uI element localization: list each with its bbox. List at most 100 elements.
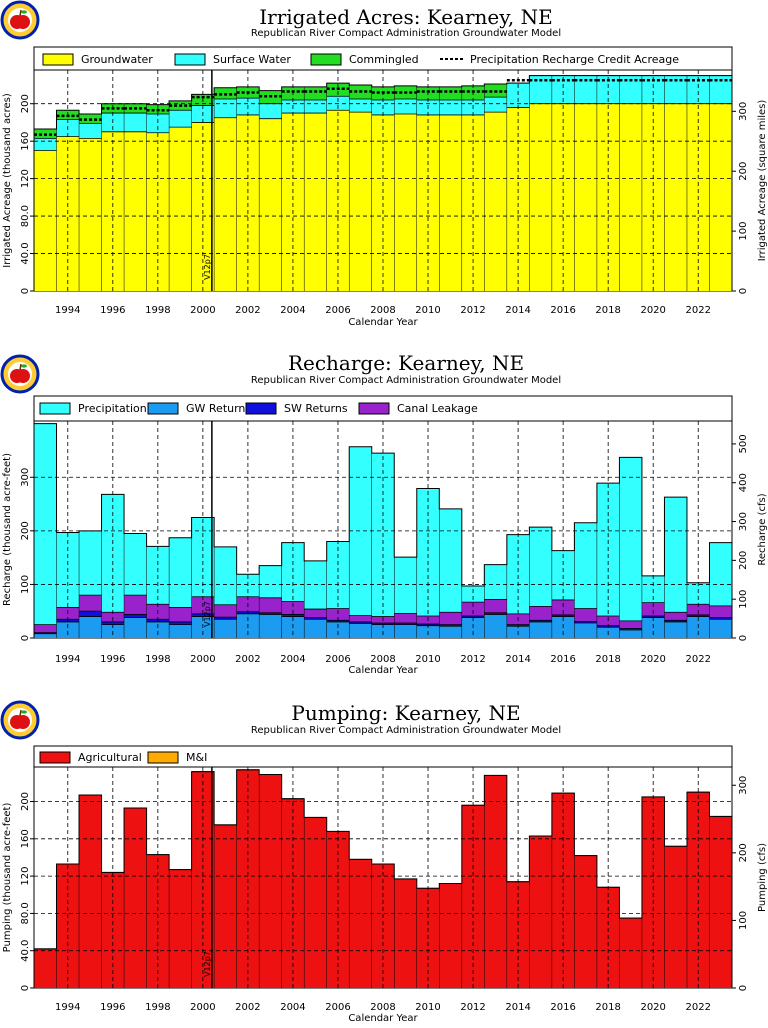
bar-sw-returns <box>101 621 125 625</box>
bar-canal-leakage <box>34 624 57 633</box>
legend-label-2: Commingled <box>349 53 419 66</box>
bars <box>33 769 733 988</box>
y-tick-label: 300 <box>20 468 31 487</box>
bar-surface-water <box>394 99 417 115</box>
y-tick-label: 40.0 <box>20 242 31 264</box>
legend-swatch-0 <box>42 53 74 66</box>
x-tick-label: 2016 <box>550 305 575 316</box>
bar-canal-leakage <box>304 609 327 618</box>
bar-gw-returns <box>484 614 507 638</box>
bar-sw-returns <box>461 616 485 618</box>
apple-logo-stem <box>19 709 22 717</box>
x-tick-label: 1994 <box>55 654 80 665</box>
bar-groundwater <box>416 114 440 291</box>
grid <box>30 767 736 989</box>
y-tick-label: 0 <box>20 985 31 991</box>
legend-label-1: GW Returns <box>186 402 251 415</box>
bar-sw-returns <box>484 612 507 615</box>
bar-gw-returns <box>56 621 80 638</box>
x-tick-label: 2004 <box>280 1002 305 1013</box>
bar-agricultural <box>686 792 710 988</box>
bar-gw-returns <box>326 621 350 638</box>
y-axis-label: Recharge (thousand acre-feet) <box>2 453 13 606</box>
bar-agricultural <box>169 869 192 988</box>
bar-gw-returns <box>439 626 462 638</box>
bar-gw-returns <box>349 623 372 638</box>
bar-groundwater <box>349 112 372 291</box>
bar-canal-leakage <box>259 597 282 613</box>
apple-logo-leaf <box>21 10 27 14</box>
bar-agricultural <box>56 863 80 988</box>
x-tick-label: 2010 <box>415 1002 440 1013</box>
bar-surface-water <box>641 75 665 104</box>
bar-canal-leakage <box>529 606 552 621</box>
bar-groundwater <box>281 113 305 292</box>
bar-surface-water <box>664 75 687 104</box>
y-tick-label-right: 300 <box>738 776 749 795</box>
y-tick-label: 120 <box>20 169 31 188</box>
bar-groundwater <box>709 103 732 292</box>
bar-sw-returns <box>79 611 102 617</box>
legend-label-1: Surface Water <box>213 53 291 66</box>
bar-agricultural <box>506 881 530 988</box>
bar-precipitation <box>686 582 710 605</box>
bar-agricultural <box>79 794 102 988</box>
chart-title: Pumping: Kearney, NE <box>291 701 520 725</box>
bar-agricultural <box>439 883 462 988</box>
y-tick-label: 200 <box>20 521 31 540</box>
bar-agricultural <box>709 816 732 988</box>
bar-canal-leakage <box>79 595 102 612</box>
bar-canal-leakage <box>664 612 687 621</box>
bar-agricultural <box>641 796 665 988</box>
legend: Groundwater Surface Water Commingled Precip… <box>42 53 679 66</box>
y-tick-label-right: 200 <box>738 843 749 862</box>
bar-canal-leakage <box>349 615 372 622</box>
x-tick-label: 2018 <box>595 654 620 665</box>
chart-subtitle: Republican River Compact Administration … <box>251 375 561 386</box>
bar-gw-returns <box>304 619 327 638</box>
bar-agricultural <box>574 855 597 988</box>
x-axis-label: Calendar Year <box>348 665 418 676</box>
bar-surface-water <box>304 99 327 114</box>
x-tick-label: 2000 <box>190 1002 215 1013</box>
x-tick-label: 2012 <box>460 305 485 316</box>
legend-label-2: SW Returns <box>284 402 348 415</box>
x-tick-label: 2004 <box>280 305 305 316</box>
apple-logo-stem <box>19 9 22 17</box>
x-tick-label: 1996 <box>100 1002 125 1013</box>
y-axis-label-right: Recharge (cfs) <box>757 493 768 565</box>
apple-logo-icon <box>0 0 40 40</box>
bar-canal-leakage <box>461 602 485 617</box>
legend-swatch-1 <box>174 53 206 66</box>
bar-surface-water <box>709 75 732 104</box>
bar-precipitation <box>461 586 485 603</box>
bar-groundwater <box>461 114 485 291</box>
bar-precipitation <box>394 557 417 614</box>
bar-agricultural <box>371 863 395 988</box>
bar-surface-water <box>146 114 170 133</box>
bar-surface-water <box>484 97 507 113</box>
x-tick-label: 2018 <box>595 1002 620 1013</box>
y-tick-label: 100 <box>20 575 31 594</box>
x-tick-label: 2014 <box>505 1002 530 1013</box>
y-tick-label: 80.0 <box>20 205 31 227</box>
y-tick-label-right: 0 <box>738 288 749 294</box>
bar-sw-returns <box>619 628 642 630</box>
bar-surface-water <box>574 75 597 104</box>
bar-surface-water <box>326 96 350 111</box>
bar-groundwater <box>79 138 102 291</box>
bar-gw-returns <box>394 624 417 638</box>
bar-agricultural <box>529 836 552 988</box>
bar-surface-water <box>619 75 642 104</box>
bar-sw-returns <box>34 632 57 634</box>
bar-precipitation <box>574 522 597 609</box>
bar-canal-leakage <box>484 599 507 613</box>
bar-gw-returns <box>619 629 642 638</box>
x-tick-label: 2014 <box>505 654 530 665</box>
bar-gw-returns <box>709 619 732 638</box>
bar-groundwater <box>236 114 260 291</box>
y-tick-label: 0 <box>20 288 31 294</box>
bar-surface-water <box>596 75 620 104</box>
x-tick-label: 2016 <box>550 654 575 665</box>
